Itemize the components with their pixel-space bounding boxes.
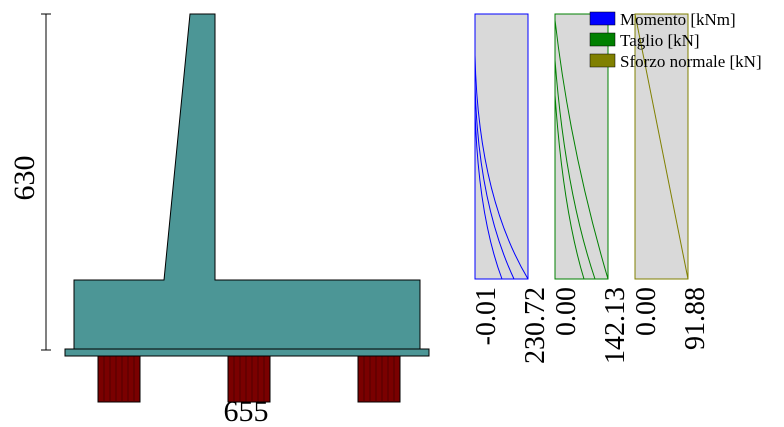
shear-min-label: 0.00 bbox=[551, 287, 582, 336]
retaining-wall bbox=[64, 13, 430, 357]
legend-swatch-moment bbox=[589, 11, 616, 26]
pile-left bbox=[97, 355, 141, 403]
height-dimension bbox=[41, 13, 51, 351]
legend-swatch-axial bbox=[589, 53, 616, 68]
legend-label-axial: Sforzo normale [kN] bbox=[620, 52, 762, 71]
pile-center bbox=[227, 355, 271, 403]
axial-force-diagram bbox=[634, 13, 689, 280]
pile-right bbox=[357, 355, 401, 403]
moment-diagram bbox=[474, 13, 529, 280]
axial-max-label: 91.88 bbox=[680, 287, 711, 350]
legend-item-shear: Taglio [kN] bbox=[589, 31, 700, 50]
wall-body bbox=[73, 13, 421, 350]
shear-max-label: 142.13 bbox=[600, 287, 631, 364]
legend-label-moment: Momento [kNm] bbox=[620, 10, 736, 29]
legend-swatch-shear bbox=[589, 32, 616, 47]
legend: Momento [kNm] Taglio [kN] Sforzo normale… bbox=[589, 10, 762, 71]
legend-item-moment: Momento [kNm] bbox=[589, 10, 736, 29]
legend-label-shear: Taglio [kN] bbox=[620, 31, 700, 50]
axial-min-label: 0.00 bbox=[631, 287, 662, 336]
moment-min-label: -0.01 bbox=[471, 287, 502, 345]
shear-diagram bbox=[554, 13, 609, 280]
legend-item-axial: Sforzo normale [kN] bbox=[589, 52, 762, 71]
height-dimension-label: 630 bbox=[8, 156, 41, 201]
moment-max-label: 230.72 bbox=[520, 287, 551, 364]
piles bbox=[97, 355, 401, 403]
foundation-slab bbox=[64, 348, 430, 357]
width-dimension-label: 655 bbox=[224, 395, 269, 427]
